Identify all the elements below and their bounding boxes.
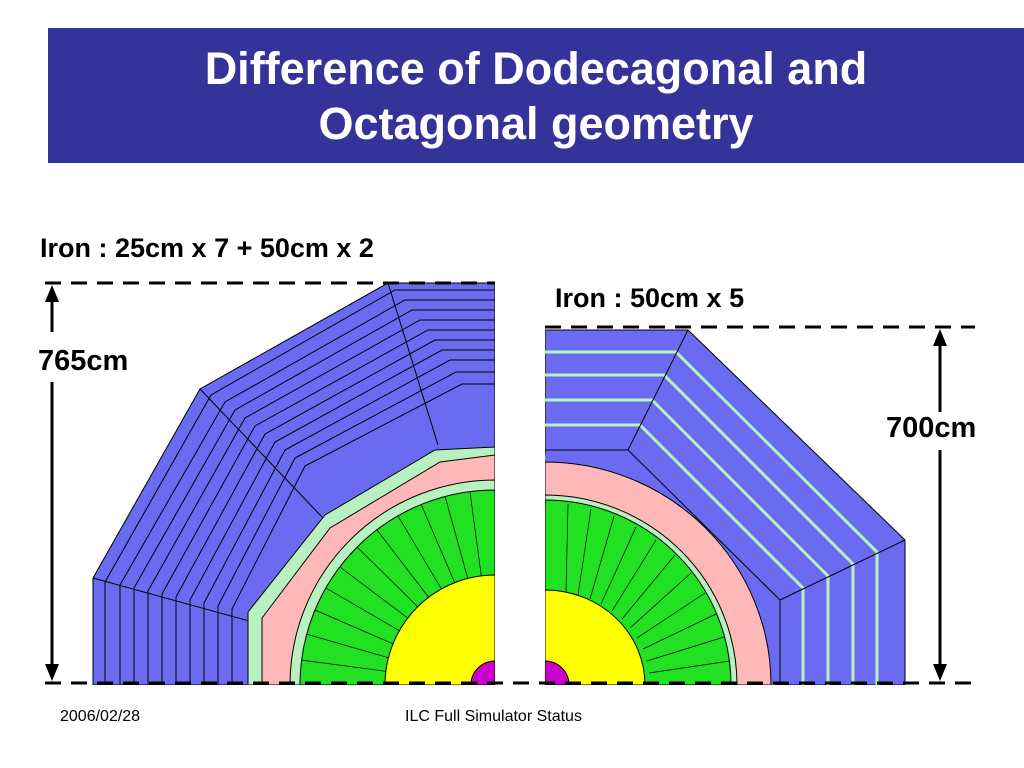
dodecagonal-core [384, 574, 495, 685]
dodecagonal-geometry [92, 282, 495, 685]
dodecagonal-layers [92, 282, 495, 685]
dodecagonal-vertex [470, 660, 495, 685]
right-iron-label: Iron : 50cm x 5 [555, 283, 745, 313]
octagonal-hcal-segments [565, 503, 731, 685]
left-arrow-head-top [45, 285, 59, 302]
height-arrows [45, 285, 947, 681]
right-arrow-head-top [933, 329, 947, 346]
footer-center: ILC Full Simulator Status [405, 708, 582, 725]
reference-lines [45, 281, 975, 685]
footer-date: 2006/02/28 [60, 708, 141, 725]
left-arrow-head-bottom [45, 664, 59, 681]
slide-title: Difference of Dodecagonal and Octagonal … [204, 42, 868, 149]
octagonal-core [545, 589, 646, 685]
left-iron-label: Iron : 25cm x 7 + 50cm x 2 [40, 233, 374, 263]
right-arrow-head-bottom [933, 664, 947, 681]
right-height-label: 700cm [886, 412, 977, 444]
octagonal-vertex [545, 660, 570, 685]
octagonal-layers [545, 329, 906, 685]
left-height-label: 765cm [38, 345, 129, 377]
title-bar: Difference of Dodecagonal and Octagonal … [48, 28, 1024, 163]
octagonal-geometry [545, 329, 906, 685]
dodecagonal-hcal-segments [300, 491, 483, 685]
